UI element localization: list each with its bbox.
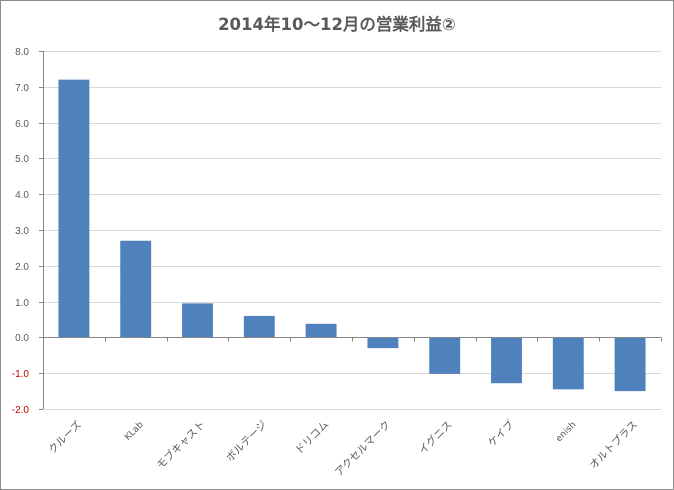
bar xyxy=(243,315,275,338)
bar xyxy=(367,337,399,349)
bar xyxy=(305,323,337,338)
bar xyxy=(120,240,152,338)
y-tick-label: 4.0 xyxy=(15,190,29,201)
bar xyxy=(552,337,584,390)
category-label: ボルテージ xyxy=(224,419,269,464)
y-tick-labels: 8.0 7.0 6.0 5.0 4.0 3.0 2.0 1.0 0.0 -1.0 -2.0 xyxy=(12,47,30,416)
category-label: イグニス xyxy=(416,418,455,457)
y-tick-label: -2.0 xyxy=(12,405,30,416)
category-label: モブキャスト xyxy=(154,418,208,472)
axes xyxy=(39,51,662,410)
category-labels: クルーズ KLab モブキャスト ボルテージ ドリコム アクセルマーク イグニス ケイブ eni… xyxy=(46,418,641,479)
category-label: enish xyxy=(554,420,578,444)
category-label: アクセルマーク xyxy=(333,419,393,479)
y-tick-label: 1.0 xyxy=(15,298,29,309)
bar xyxy=(429,337,461,374)
category-label: ドリコム xyxy=(293,419,331,457)
bar xyxy=(491,337,522,384)
bars xyxy=(58,79,646,392)
y-tick-label: -1.0 xyxy=(12,369,30,380)
bar xyxy=(182,303,213,338)
category-label: クルーズ xyxy=(46,418,84,456)
y-tick-label: 5.0 xyxy=(15,154,29,165)
y-tick-label: 2.0 xyxy=(15,262,29,273)
gridlines xyxy=(43,51,661,410)
category-label: ケイブ xyxy=(485,418,517,450)
y-tick-label: 8.0 xyxy=(15,47,29,58)
category-label: KLab xyxy=(123,420,146,443)
bar xyxy=(58,79,90,338)
y-tick-label: 3.0 xyxy=(15,226,29,237)
y-tick-label: 7.0 xyxy=(15,83,29,94)
bar xyxy=(614,337,646,392)
chart-title: 2014年10～12月の営業利益② xyxy=(218,15,456,34)
y-tick-label: 0.0 xyxy=(15,333,29,344)
y-tick-label: 6.0 xyxy=(15,119,29,130)
category-label: オルトプラス xyxy=(587,419,640,472)
